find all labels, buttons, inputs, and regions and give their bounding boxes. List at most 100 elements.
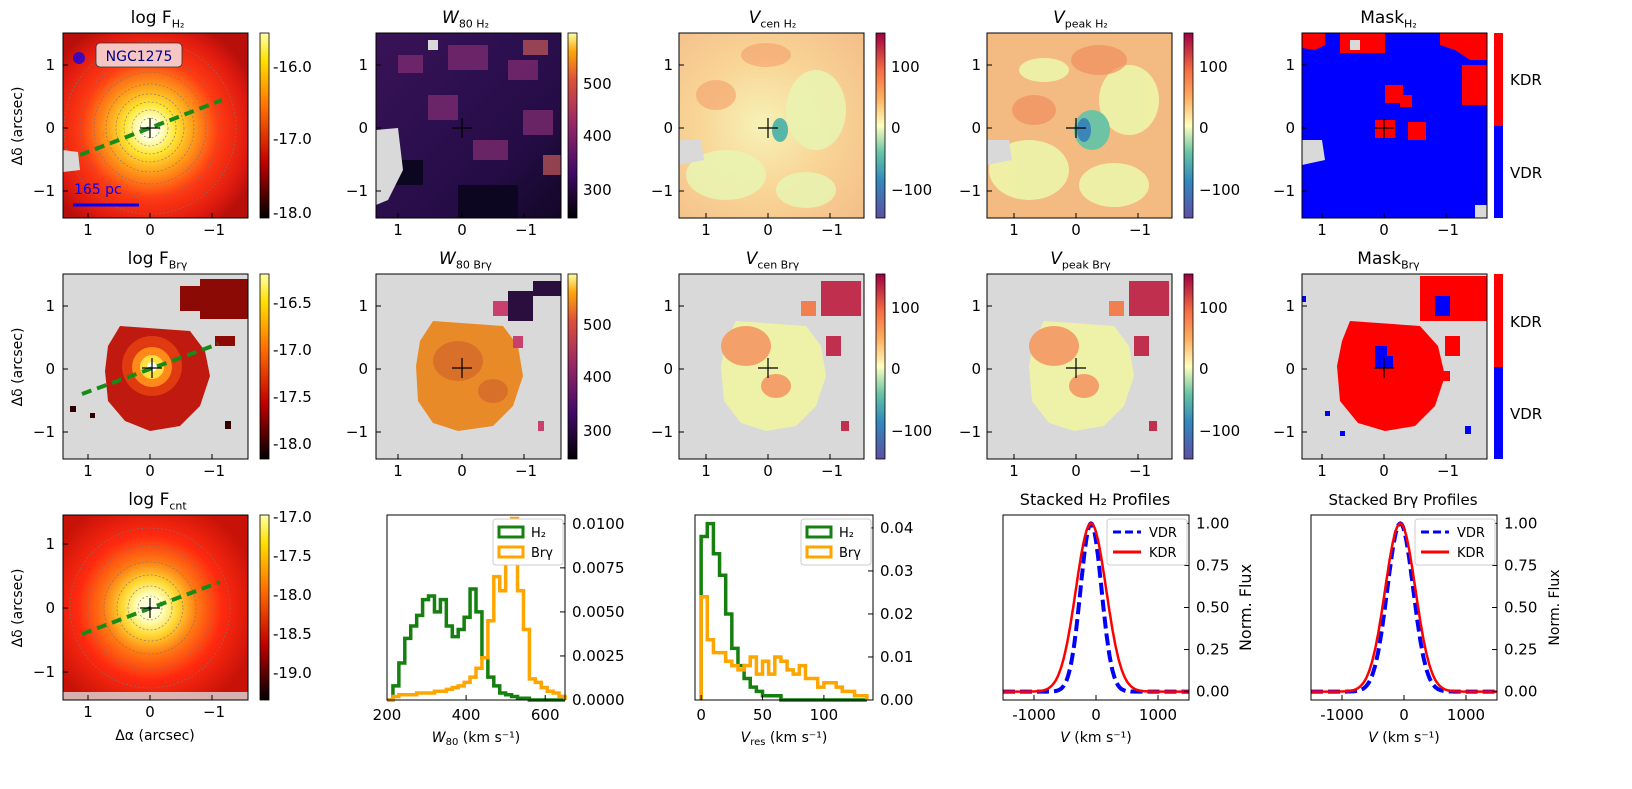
colorbar-tick: -17.5	[273, 388, 312, 406]
chart-vres-hist: 0 50 100 0.00 0.01 0.02 0.03 0.04 Vres (km s⁻¹) H…	[694, 514, 913, 748]
legend-label: H₂	[531, 526, 546, 541]
colorbar-tick: -16.0	[273, 58, 312, 76]
y-tick: −1	[346, 423, 368, 441]
map-flux-brg: 1 0 −1 1 0 −1 Δδ (arcsec) -16.5 -17.0 -1…	[10, 273, 312, 480]
x-axis-label: V (km s⁻¹)	[1060, 730, 1131, 746]
x-tick-label: -1000	[1012, 706, 1056, 724]
y-tick-label: 0.25	[1504, 641, 1537, 659]
x-tick: 1	[701, 462, 711, 480]
x-tick: 1	[393, 462, 403, 480]
legend-box	[492, 518, 564, 566]
y-tick: 0	[358, 119, 368, 137]
x-axis-label: V (km s⁻¹)	[1368, 730, 1439, 746]
x-tick: 1	[83, 221, 93, 239]
y-tick-label: 0.50	[1504, 599, 1537, 617]
legend-label: KDR	[1457, 546, 1485, 561]
x-tick: 1	[1009, 462, 1019, 480]
galaxy-label: NGC1275	[106, 49, 173, 65]
colorbar-label-vdr: VDR	[1510, 405, 1542, 423]
y-tick: 1	[1285, 297, 1295, 315]
title-flux-cnt: log Fcnt	[128, 490, 187, 513]
x-tick: 0	[1071, 221, 1081, 239]
x-axis-label: Vres (km s⁻¹)	[741, 730, 828, 748]
y-axis-label: Δδ (arcsec)	[10, 87, 26, 166]
y-tick: 0	[1285, 119, 1295, 137]
y-tick: −1	[651, 182, 673, 200]
y-tick-label: 0.75	[1196, 556, 1229, 574]
x-tick: −1	[821, 221, 843, 239]
x-axis-label: Δα (arcsec)	[115, 728, 195, 744]
legend-label: VDR	[1149, 526, 1177, 541]
colorbar-tick: -17.0	[273, 130, 312, 148]
y-tick: 1	[358, 297, 368, 315]
colorbar-tick: 100	[1199, 58, 1228, 76]
y-tick-label: 0.0075	[572, 559, 625, 577]
x-tick-label: 400	[452, 706, 481, 724]
y-tick-label: 0.01	[880, 648, 913, 666]
y-tick-label: 0.0000	[572, 691, 625, 709]
x-tick: 0	[763, 462, 773, 480]
x-tick: −1	[203, 462, 225, 480]
colorbar-tick: 400	[583, 368, 612, 386]
x-axis-label: W80 (km s⁻¹)	[432, 730, 520, 748]
x-tick: 1	[1317, 221, 1327, 239]
y-tick: 0	[358, 360, 368, 378]
hist-series-h2	[387, 587, 565, 702]
profile-kdr	[1003, 522, 1189, 693]
y-tick: −1	[346, 182, 368, 200]
y-tick: −1	[1273, 423, 1295, 441]
y-tick: 0	[45, 599, 55, 617]
colorbar-tick: −100	[1199, 181, 1240, 199]
y-tick: 1	[663, 56, 673, 74]
x-tick: −1	[1437, 462, 1459, 480]
x-tick: 0	[457, 221, 467, 239]
legend-box	[800, 518, 872, 566]
y-axis-label: Δδ (arcsec)	[10, 569, 26, 648]
hist-series-brg	[699, 594, 869, 700]
y-tick: 1	[971, 56, 981, 74]
x-tick-label: 600	[531, 706, 560, 724]
map-mask-brg: 1 0 −1 1 0 −1 KDR VDR	[1273, 273, 1542, 480]
y-tick: −1	[959, 423, 981, 441]
colorbar-tick: -17.0	[273, 508, 312, 526]
x-tick-label: 0	[696, 706, 706, 724]
map-vpeak-brg: 1 0 −1 1 0 −1 100 0 −100	[959, 273, 1240, 480]
y-tick: 0	[45, 360, 55, 378]
y-tick-label: 0.04	[880, 519, 913, 537]
title-vcen-brg: Vcen Brγ	[745, 249, 800, 272]
colorbar-tick: -18.0	[273, 204, 312, 222]
map-w80-h2: 1 0 −1 1 0 −1 500 400 300	[346, 32, 612, 239]
x-tick: 1	[1317, 462, 1327, 480]
legend-swatch	[805, 545, 833, 559]
x-tick: −1	[515, 462, 537, 480]
title-vpeak-brg: Vpeak Brγ	[1050, 249, 1111, 272]
y-tick: 1	[971, 297, 981, 315]
legend-swatch	[497, 545, 525, 559]
x-tick: 0	[457, 462, 467, 480]
title-flux-brg: log FBrγ	[127, 249, 188, 272]
x-tick-label: 50	[753, 706, 772, 724]
y-axis-label: Norm. Flux	[1547, 569, 1563, 645]
colorbar-tick: 0	[891, 119, 901, 137]
plot-frame	[386, 514, 566, 701]
y-tick: 1	[45, 297, 55, 315]
x-tick: −1	[821, 462, 843, 480]
y-axis-label: Δδ (arcsec)	[10, 328, 26, 407]
colorbar-tick: -18.5	[273, 625, 312, 643]
y-tick-label: 1.00	[1504, 514, 1537, 532]
x-tick: 0	[1071, 462, 1081, 480]
title-mask-h2: MaskH₂	[1360, 8, 1417, 31]
y-tick: 1	[1285, 56, 1295, 74]
x-tick-label: 1000	[1139, 706, 1177, 724]
map-mask-h2: 1 0 −1 1 0 −1 KDR VDR	[1273, 32, 1542, 239]
x-tick: −1	[1129, 462, 1151, 480]
colorbar-tick: 400	[583, 127, 612, 145]
colorbar-tick: 0	[1199, 119, 1209, 137]
colorbar-tick: 100	[1199, 299, 1228, 317]
y-tick-label: 0.00	[1504, 683, 1537, 701]
colorbar-tick: -17.5	[273, 547, 312, 565]
x-tick: 0	[1379, 462, 1389, 480]
x-tick: −1	[1437, 221, 1459, 239]
colorbar-tick: 0	[1199, 360, 1209, 378]
x-tick: −1	[203, 703, 225, 721]
